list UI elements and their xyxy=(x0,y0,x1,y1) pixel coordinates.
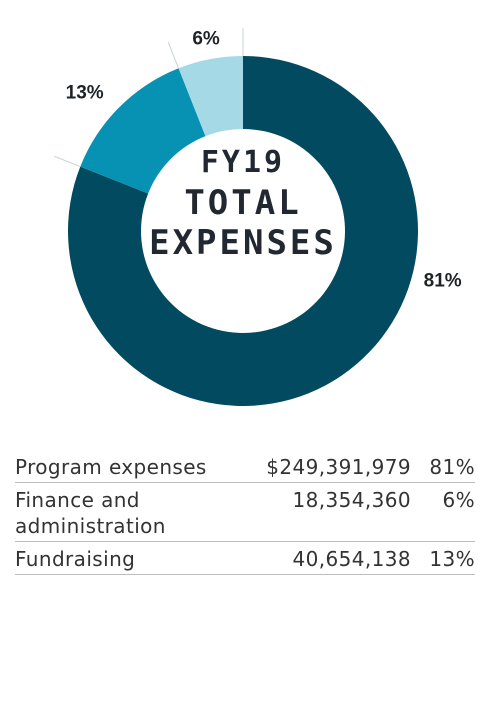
row-percent: 13% xyxy=(423,541,475,575)
leader-lines xyxy=(54,28,244,168)
row-percent: 6% xyxy=(423,482,475,542)
slice-fundraising xyxy=(80,68,206,194)
row-amount: 18,354,360 xyxy=(266,482,423,542)
table-row: Program expenses $249,391,979 81% xyxy=(15,450,475,483)
slice-finance-and-administration xyxy=(178,56,243,137)
chart-title-line-3: EXPENSES xyxy=(149,223,337,263)
expenses-table: Program expenses $249,391,979 81% Financ… xyxy=(15,450,475,575)
data-label-finance-and-administration: 6% xyxy=(192,28,220,49)
row-name: Finance and administration xyxy=(15,482,267,542)
row-name: Program expenses xyxy=(15,450,267,483)
slice-program-expenses xyxy=(67,56,418,406)
chart-title-line-1: FY19 xyxy=(200,145,286,180)
table-row: Fundraising 40,654,138 13% xyxy=(15,541,475,575)
data-label-fundraising: 13% xyxy=(66,83,104,104)
row-percent: 81% xyxy=(423,450,475,483)
row-name: Fundraising xyxy=(15,541,267,575)
leader-line xyxy=(54,155,81,168)
donut-slices xyxy=(67,56,418,406)
data-label-program-expenses: 81% xyxy=(424,270,462,291)
row-amount: 40,654,138 xyxy=(266,541,423,575)
row-amount: $249,391,979 xyxy=(266,450,423,483)
chart-title: FY19 TOTAL EXPENSES xyxy=(143,143,343,263)
slice-labels: 81% 13% 6% xyxy=(66,28,462,291)
table-row: Finance and administration 18,354,360 6% xyxy=(15,482,475,542)
chart-title-line-2: TOTAL xyxy=(184,183,302,223)
leader-line xyxy=(167,42,180,69)
donut-chart: 81% 13% 6% xyxy=(54,28,462,406)
